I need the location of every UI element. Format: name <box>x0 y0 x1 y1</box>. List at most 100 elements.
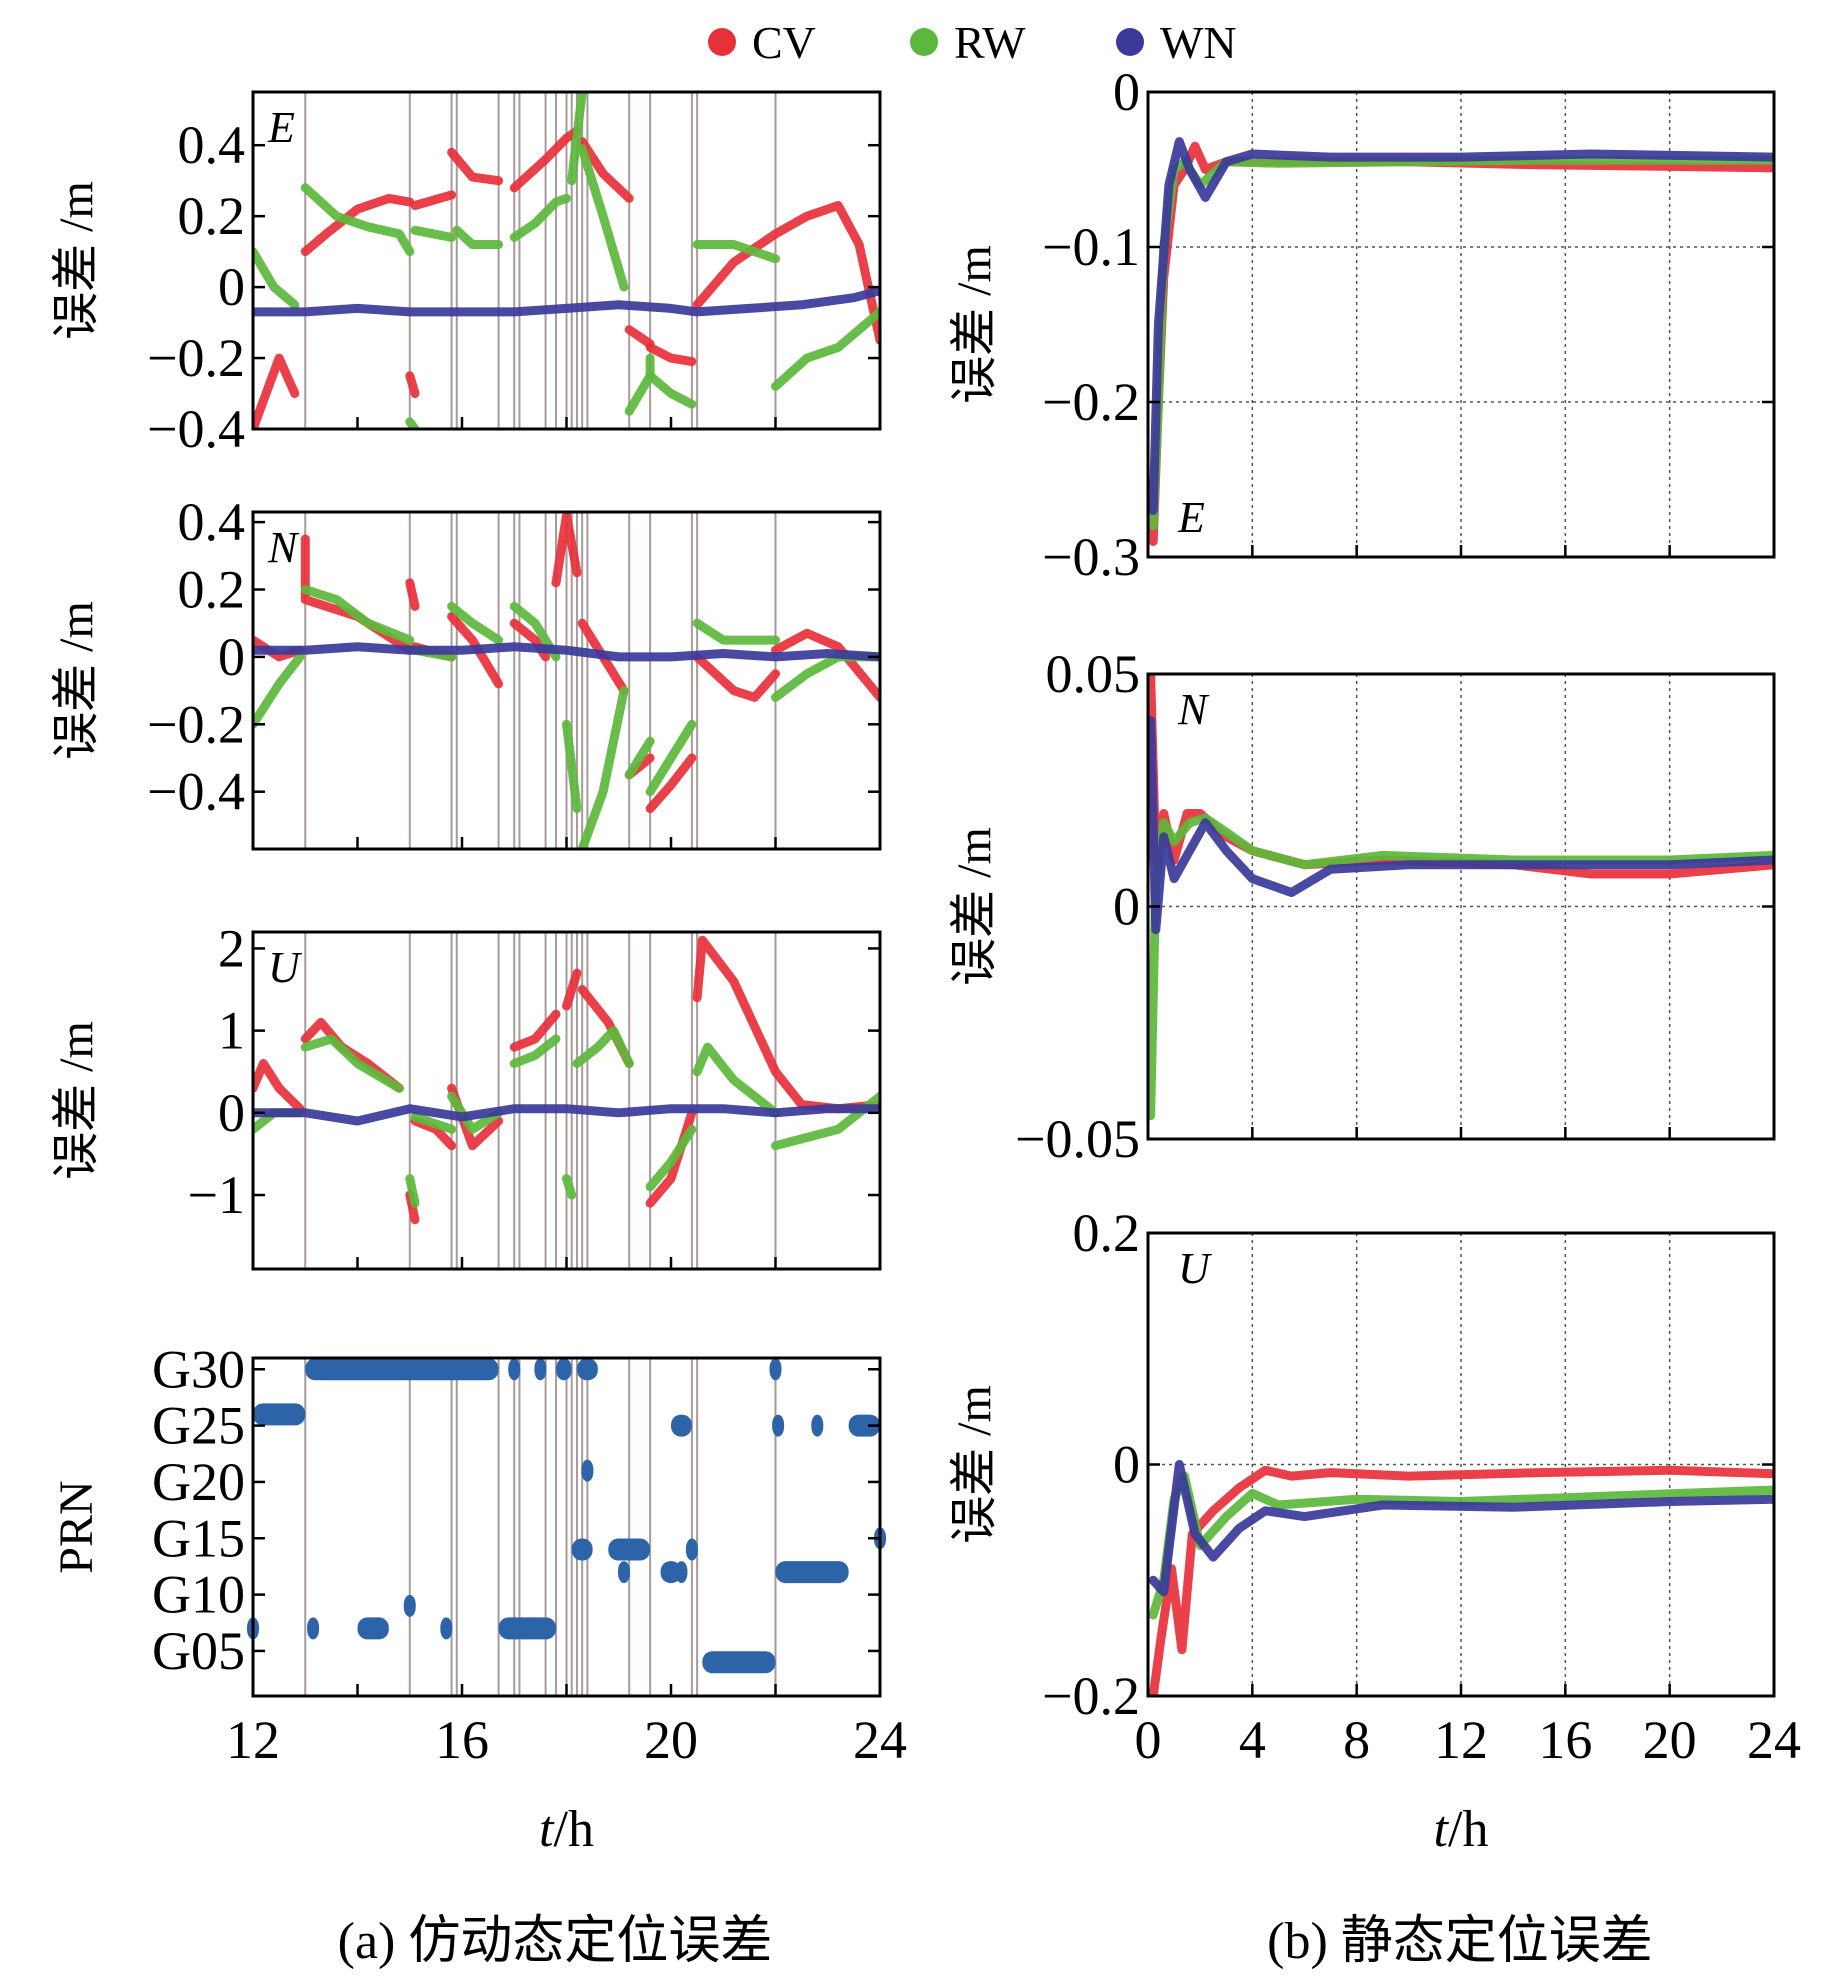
panel-a-north-error: 0.4 0.2 0 −0.2 −0.4 误差 /m N <box>50 492 882 851</box>
series-line-rw <box>692 240 780 264</box>
series-line-cv <box>577 137 634 203</box>
series-rw <box>253 92 880 429</box>
series-line-rw <box>509 193 571 242</box>
x-tick-label: 16 <box>1538 1710 1592 1770</box>
y-axis-label: 误差 /m <box>50 181 103 340</box>
y-tick-label: 0 <box>218 1083 245 1143</box>
series-line-wn <box>1148 137 1774 515</box>
prn-visibility-bar <box>534 1358 547 1381</box>
series-rw <box>1148 155 1774 531</box>
series-line-rw <box>509 1034 561 1068</box>
caption-b: (b) 静态定位误差 <box>1267 1913 1653 1970</box>
series-line-cv <box>562 968 582 1011</box>
prn-visibility-bar <box>811 1414 824 1437</box>
prn-visibility-bar <box>498 1617 557 1640</box>
panel-label: N <box>267 523 300 572</box>
legend-label-rw: RW <box>954 17 1026 68</box>
x-tick-label: 24 <box>853 1710 907 1770</box>
series-wn <box>253 1104 880 1126</box>
series-line-rw <box>405 1174 420 1208</box>
y-axis-label: 误差 /m <box>50 1021 103 1180</box>
y-tick-label: −0.2 <box>1042 1666 1140 1726</box>
y-tick-label: −0.05 <box>1015 1109 1140 1169</box>
x-tick-label: 20 <box>1643 1710 1697 1770</box>
y-tick-label: 1 <box>218 1001 245 1061</box>
series-cv <box>253 126 880 429</box>
prn-visibility-bar <box>403 1594 416 1617</box>
panel-a-east-error: 0.4 0.2 0 −0.2 −0.4 误差 /m E <box>50 90 882 459</box>
y-tick-label: −0.2 <box>147 328 245 388</box>
y-axis-label: 误差 /m <box>948 1385 1001 1544</box>
prn-visibility-bar <box>440 1617 453 1640</box>
panel-label: N <box>1177 685 1210 734</box>
y-tick-label: G30 <box>152 1339 245 1399</box>
series-line-rw <box>300 1034 404 1093</box>
series-line-rw <box>562 1174 577 1200</box>
series-line-rw <box>645 371 697 409</box>
series-line-rw <box>300 585 415 645</box>
prn-visibility-bar <box>685 1538 698 1561</box>
series-line-cv <box>447 612 504 689</box>
x-tick-label: 20 <box>644 1710 698 1770</box>
series-line-cv <box>692 201 880 345</box>
prn-visibility-bar <box>772 1414 785 1437</box>
series-wn <box>1148 137 1774 515</box>
x-tick-label: 16 <box>435 1710 489 1770</box>
series-wn <box>253 286 880 317</box>
prn-visibility-bar <box>702 1651 776 1674</box>
series-line-rw <box>253 652 305 729</box>
y-tick-label: 0.2 <box>178 560 246 620</box>
series-line-rw <box>447 1091 504 1134</box>
series-wn <box>1148 716 1774 935</box>
y-tick-label: −0.2 <box>147 694 245 754</box>
y-axis-label: 误差 /m <box>948 827 1001 986</box>
y-tick-label: −0.4 <box>147 399 245 459</box>
x-tick-label: 12 <box>226 1710 280 1770</box>
series-line-rw <box>300 183 415 257</box>
prn-visibility-bar <box>357 1617 389 1640</box>
series-line-cv <box>509 126 582 193</box>
y-tick-label: 0.4 <box>178 492 246 552</box>
series-line-rw <box>410 225 457 242</box>
legend-label-wn: WN <box>1160 17 1237 68</box>
series-line-wn <box>253 642 880 662</box>
y-tick-label: G20 <box>152 1452 245 1512</box>
prn-visibility-bar <box>571 1538 593 1561</box>
series-line-cv <box>253 353 300 429</box>
series-line-wn <box>1148 1460 1774 1597</box>
prn-visibility-bar <box>848 1414 880 1437</box>
y-tick-label: 0.05 <box>1046 644 1141 704</box>
panel-b-east-error: 0 −0.1 −0.2 −0.3 误差 /m E <box>948 62 1776 587</box>
prn-visibility-bar <box>307 1617 320 1640</box>
prn-visibility-bar <box>556 1358 572 1381</box>
x-tick-label: 4 <box>1239 1710 1266 1770</box>
series-line-rw <box>410 1112 457 1134</box>
series-line-cv <box>645 753 697 814</box>
legend-marker-rw <box>910 28 938 56</box>
x-axis-label-unit: /h <box>1448 1801 1488 1858</box>
y-tick-label: −0.2 <box>1042 372 1140 432</box>
prn-visibility-bar <box>608 1538 651 1561</box>
y-tick-label: G05 <box>152 1621 245 1681</box>
prn-visibility-bar <box>253 1403 306 1426</box>
series-line-cv <box>771 628 880 702</box>
y-tick-label: G15 <box>152 1508 245 1568</box>
y-tick-label: 0 <box>1113 1435 1140 1495</box>
y-tick-label: 0 <box>218 257 245 317</box>
x-tick-label: 8 <box>1343 1710 1370 1770</box>
series-line-cv <box>692 935 880 1114</box>
series-cv <box>1148 141 1774 546</box>
y-tick-label: 0 <box>218 627 245 687</box>
x-axis-label-var: t <box>539 1801 555 1858</box>
y-axis-label: 误差 /m <box>50 601 103 760</box>
series-line-rw <box>692 1042 780 1118</box>
series-line-rw <box>624 736 655 780</box>
prn-visibility-bar <box>769 1358 782 1381</box>
y-tick-label: 0 <box>1113 62 1140 122</box>
y-axis-label: 误差 /m <box>948 245 1001 404</box>
prn-visibility-bar <box>675 1561 688 1584</box>
x-axis-label: t/h <box>1434 1801 1489 1858</box>
panel-label: E <box>267 103 295 152</box>
